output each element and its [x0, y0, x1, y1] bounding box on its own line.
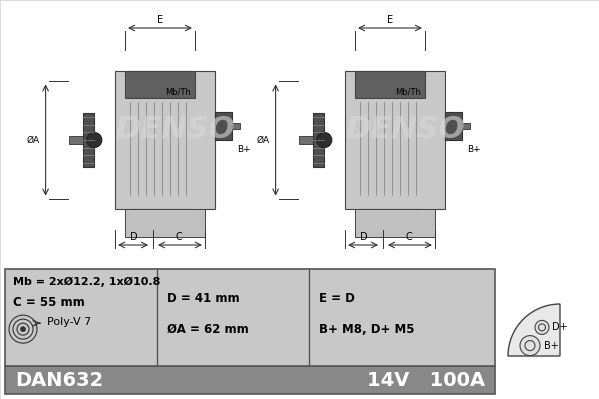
Text: Poly-V 7: Poly-V 7 — [47, 317, 91, 327]
Text: D: D — [360, 232, 368, 242]
Text: B+ M8, D+ M5: B+ M8, D+ M5 — [319, 323, 415, 336]
Bar — [345, 71, 445, 209]
Circle shape — [535, 320, 549, 334]
Text: DAN632: DAN632 — [15, 371, 103, 389]
Text: B+: B+ — [467, 146, 480, 154]
Bar — [298, 136, 313, 144]
Bar — [5, 269, 495, 366]
Bar — [355, 71, 425, 98]
Text: ØA: ØA — [257, 136, 270, 144]
Text: D: D — [130, 232, 138, 242]
Text: Mb/Th: Mb/Th — [395, 87, 421, 97]
Text: D+: D+ — [552, 322, 568, 332]
Bar — [355, 209, 435, 237]
Text: ØA: ØA — [27, 136, 40, 144]
Text: E: E — [157, 15, 163, 25]
Bar — [83, 113, 94, 167]
Text: C: C — [406, 232, 412, 242]
Text: ØA = 62 mm: ØA = 62 mm — [167, 323, 249, 336]
Bar — [68, 136, 83, 144]
Circle shape — [525, 341, 535, 351]
Text: E = D: E = D — [319, 292, 355, 304]
Text: DENSO: DENSO — [115, 115, 235, 144]
Text: DENSO: DENSO — [345, 115, 465, 144]
Circle shape — [317, 132, 332, 148]
Bar — [462, 123, 470, 128]
Bar — [313, 113, 324, 167]
Bar — [125, 71, 195, 98]
Text: 14V   100A: 14V 100A — [367, 371, 485, 389]
Bar — [445, 111, 462, 140]
Text: B+: B+ — [544, 341, 559, 351]
Text: Mb/Th: Mb/Th — [165, 87, 191, 97]
Wedge shape — [508, 304, 560, 356]
Circle shape — [520, 336, 540, 356]
Circle shape — [87, 132, 102, 148]
Text: Mb = 2xØ12.2, 1xØ10.8: Mb = 2xØ12.2, 1xØ10.8 — [13, 277, 161, 287]
Text: C = 55 mm: C = 55 mm — [13, 296, 84, 310]
Text: E: E — [387, 15, 393, 25]
Bar — [232, 123, 240, 128]
Bar — [215, 111, 232, 140]
Bar — [360, 209, 420, 228]
Bar — [5, 366, 495, 394]
Circle shape — [539, 324, 546, 331]
Bar — [125, 209, 205, 237]
Bar — [130, 209, 190, 228]
Text: D = 41 mm: D = 41 mm — [167, 292, 240, 304]
Text: C: C — [176, 232, 182, 242]
Text: B+: B+ — [237, 146, 250, 154]
Circle shape — [20, 327, 26, 332]
Bar — [115, 71, 215, 209]
